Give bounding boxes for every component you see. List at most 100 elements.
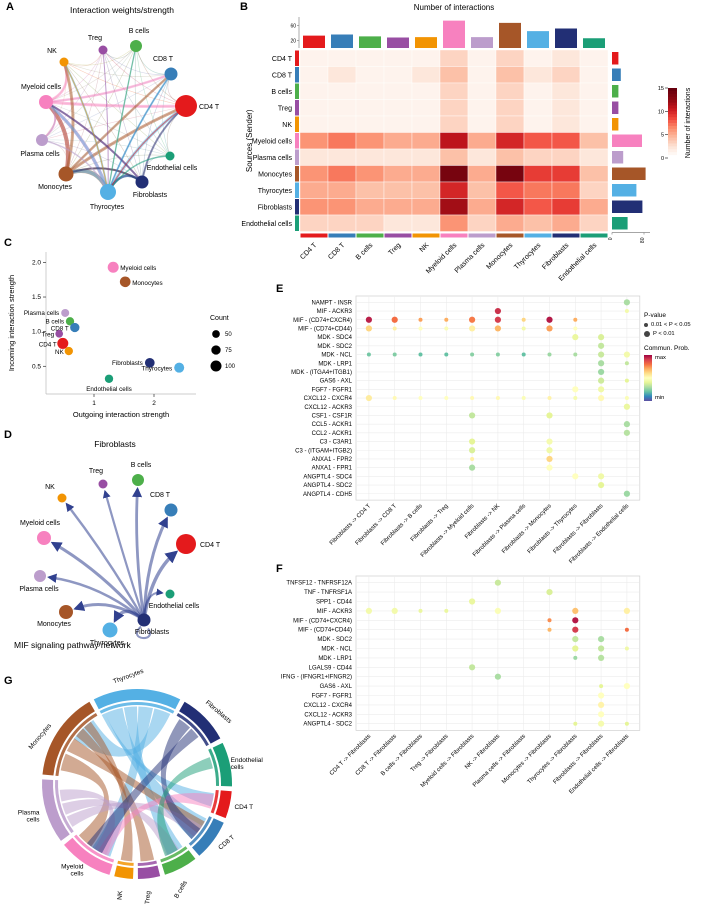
dotplot-dot <box>623 351 630 358</box>
dotplot-dot <box>598 342 605 349</box>
pvalue-legend-item: 0.01 < P < 0.05 <box>644 322 708 328</box>
dotplot-dot <box>598 334 605 341</box>
y-axis-label: Incoming interaction strength <box>7 275 16 371</box>
dotplot-col-label: Fibroblasts -> Fibroblasts <box>553 734 605 786</box>
network-edge <box>63 61 171 157</box>
col-annotation <box>300 233 328 238</box>
dotplot-dot <box>469 325 476 332</box>
right-bar <box>612 167 646 180</box>
dotplot-dot <box>547 618 552 623</box>
network-node <box>175 95 197 117</box>
right-bar <box>612 134 642 147</box>
count-legend-dot <box>210 360 222 372</box>
heatmap-cell <box>355 49 385 67</box>
chord-arc-label: Treg <box>144 890 152 904</box>
panel-d-title: Fibroblasts <box>94 439 136 449</box>
row-annotation <box>295 149 299 165</box>
network-node-label: Treg <box>89 468 103 475</box>
y-tick-label: 1.0 <box>32 329 41 336</box>
network-node-label: Fibroblasts <box>135 629 170 636</box>
heatmap-cell <box>327 198 357 216</box>
dotplot-dot <box>598 481 605 489</box>
network-edge <box>65 49 104 175</box>
scatter-point-label: NK <box>55 349 65 356</box>
dotplot-row-label: MDK - SDC2 <box>317 344 352 350</box>
pvalue-item-label: 0.01 < P < 0.05 <box>651 322 691 328</box>
dotplot-dot <box>494 307 501 315</box>
right-bar <box>612 68 621 81</box>
dotplot-dot <box>546 412 553 419</box>
dotplot-col-label: Plasma cells -> Fibroblasts <box>472 734 527 789</box>
network-node-label: Myeloid cells <box>20 520 61 527</box>
network-node-label: CD4 T <box>200 542 221 549</box>
heatmap-cell <box>411 148 441 166</box>
dotplot-dot <box>469 412 476 419</box>
dotplot-dot <box>521 317 526 322</box>
network-edge <box>41 139 109 193</box>
dotplot-dot <box>546 589 553 596</box>
heatmap-cell <box>523 66 553 84</box>
heatmap-col-label: CD8 T <box>327 241 347 261</box>
row-annotation <box>295 100 299 116</box>
network-node <box>39 95 53 109</box>
chord-arc <box>137 865 161 879</box>
dotplot-row-label: CXCL12 - CXCR4 <box>304 396 353 402</box>
heatmap-cell <box>467 198 497 216</box>
dotplot-dot <box>418 396 423 401</box>
col-annotation <box>580 233 608 238</box>
heatmap-cell <box>523 214 553 232</box>
dotplot-dot <box>365 394 372 402</box>
right-bar <box>612 118 619 131</box>
legend-tick: 5 <box>661 133 664 139</box>
top-bar <box>415 37 437 48</box>
heatmap-cell <box>467 82 497 100</box>
network-node-label: B cells <box>129 28 150 35</box>
network-node-label: CD8 T <box>150 492 171 499</box>
col-annotation <box>384 233 412 238</box>
network-edge <box>44 100 188 108</box>
heatmap-cell <box>495 132 525 150</box>
network-edge <box>41 73 172 141</box>
chord-arc <box>179 701 221 744</box>
top-bar <box>443 20 465 48</box>
heatmap-cell <box>579 198 609 216</box>
scatter-point <box>65 317 75 326</box>
network-node <box>98 45 108 55</box>
dotplot-dot <box>495 352 500 357</box>
network-edge <box>45 101 171 157</box>
right-axis-tick: 0 <box>608 237 614 240</box>
network-edge <box>65 45 137 175</box>
col-annotation <box>328 233 356 238</box>
panel-c-scatter: 1 2 0.5 1.0 1.5 2.0 Outgoing interaction stren… <box>7 252 236 419</box>
dotplot-dot <box>572 636 579 643</box>
dotplot-dot <box>624 721 629 726</box>
dotplot-dot <box>391 316 398 323</box>
network-edge <box>45 45 137 103</box>
heatmap-cell <box>579 132 609 150</box>
chord-arc-track <box>160 846 188 863</box>
heatmap-cell <box>411 181 441 199</box>
network-node <box>58 166 74 182</box>
network-edge <box>63 61 171 157</box>
dotplot-dot <box>624 361 629 366</box>
network-node <box>37 531 51 545</box>
heatmap-cell <box>383 181 413 199</box>
network-edge <box>41 73 172 141</box>
heatmap-cell <box>467 132 497 150</box>
dotplot-row-label: ANGPTL4 - SDC2 <box>303 722 352 728</box>
commun-prob-legend-title: Commun. Prob. <box>644 345 690 352</box>
heatmap-cell <box>299 99 329 117</box>
network-edge <box>102 49 109 193</box>
dotplot-dot <box>572 607 579 614</box>
dotplot-dot <box>469 598 476 605</box>
panel-letter-a: A <box>6 1 14 13</box>
dotplot-dot <box>391 607 398 614</box>
legend-tick: 0 <box>661 156 664 162</box>
chord-ribbon <box>60 753 110 847</box>
dotplot-row-label: NAMPT - INSR <box>311 300 352 306</box>
scatter-point-label: B cells <box>45 318 64 325</box>
heatmap-cell <box>551 181 581 199</box>
network-edge <box>107 105 187 193</box>
network-edge <box>44 72 173 104</box>
right-bar <box>612 85 619 98</box>
